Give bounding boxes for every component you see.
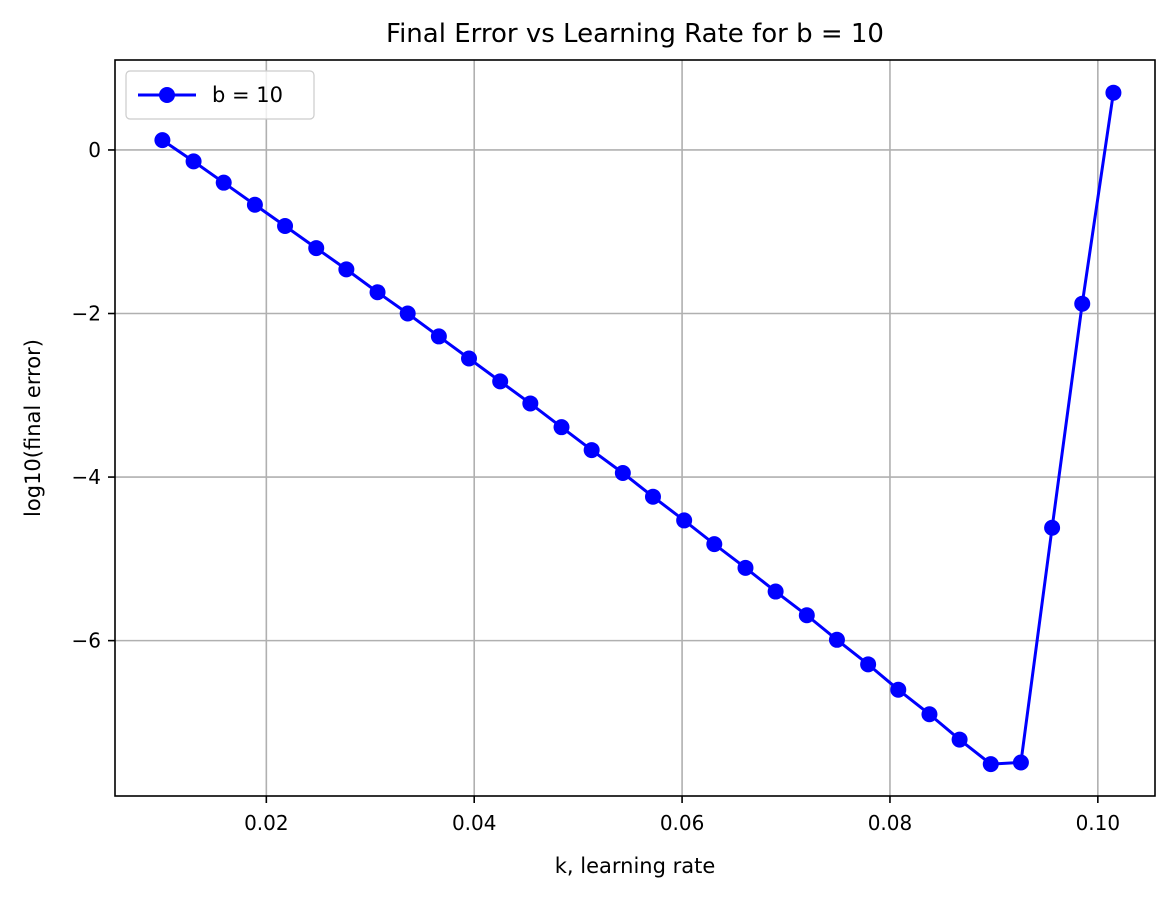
x-tick-label: 0.04 [452, 811, 497, 835]
data-point [614, 464, 631, 481]
y-axis-label: log10(final error) [21, 339, 45, 517]
x-axis-label: k, learning rate [555, 854, 716, 878]
data-point [1074, 295, 1091, 312]
data-point [338, 261, 355, 278]
x-tick-label: 0.02 [244, 811, 289, 835]
series-layer [154, 84, 1122, 773]
data-point [461, 350, 478, 367]
data-point [828, 631, 845, 648]
legend: b = 10 [125, 70, 315, 120]
data-point [1044, 519, 1061, 536]
data-point [1105, 84, 1122, 101]
y-tick-label: 0 [88, 138, 101, 162]
data-point [308, 240, 325, 257]
data-point [982, 756, 999, 773]
data-point [430, 328, 447, 345]
y-tick-label: −4 [72, 465, 101, 489]
data-point [154, 132, 171, 149]
data-point [399, 305, 416, 322]
legend-marker [159, 87, 175, 103]
data-point [860, 656, 877, 673]
grid-lines [115, 60, 1155, 796]
plot-frame [114, 59, 1156, 797]
data-point [921, 706, 938, 723]
data-point [369, 284, 386, 301]
x-tick-label: 0.10 [1076, 811, 1121, 835]
data-point [644, 488, 661, 505]
y-tick-label: −2 [72, 302, 101, 326]
data-point [277, 218, 294, 235]
data-point [185, 153, 202, 170]
data-point [951, 731, 968, 748]
data-point [246, 196, 263, 213]
data-point [737, 559, 754, 576]
x-tick-label: 0.08 [868, 811, 913, 835]
data-point [706, 536, 723, 553]
legend-frame [125, 70, 315, 120]
data-point [583, 442, 600, 459]
data-point [553, 419, 570, 436]
legend-entry-label: b = 10 [212, 83, 283, 107]
data-point [215, 174, 232, 191]
data-point [492, 373, 509, 390]
data-point [676, 512, 693, 529]
data-point [767, 583, 784, 600]
y-tick-label: −6 [72, 629, 101, 653]
chart-title: Final Error vs Learning Rate for b = 10 [386, 19, 884, 49]
data-point [890, 681, 907, 698]
data-point [522, 395, 539, 412]
data-point [798, 607, 815, 624]
data-point [1012, 754, 1029, 771]
x-tick-label: 0.06 [660, 811, 705, 835]
axis-ticks: 0.02 0.04 0.06 0.08 0.10 0 −2 −4 −6 [72, 138, 1121, 835]
